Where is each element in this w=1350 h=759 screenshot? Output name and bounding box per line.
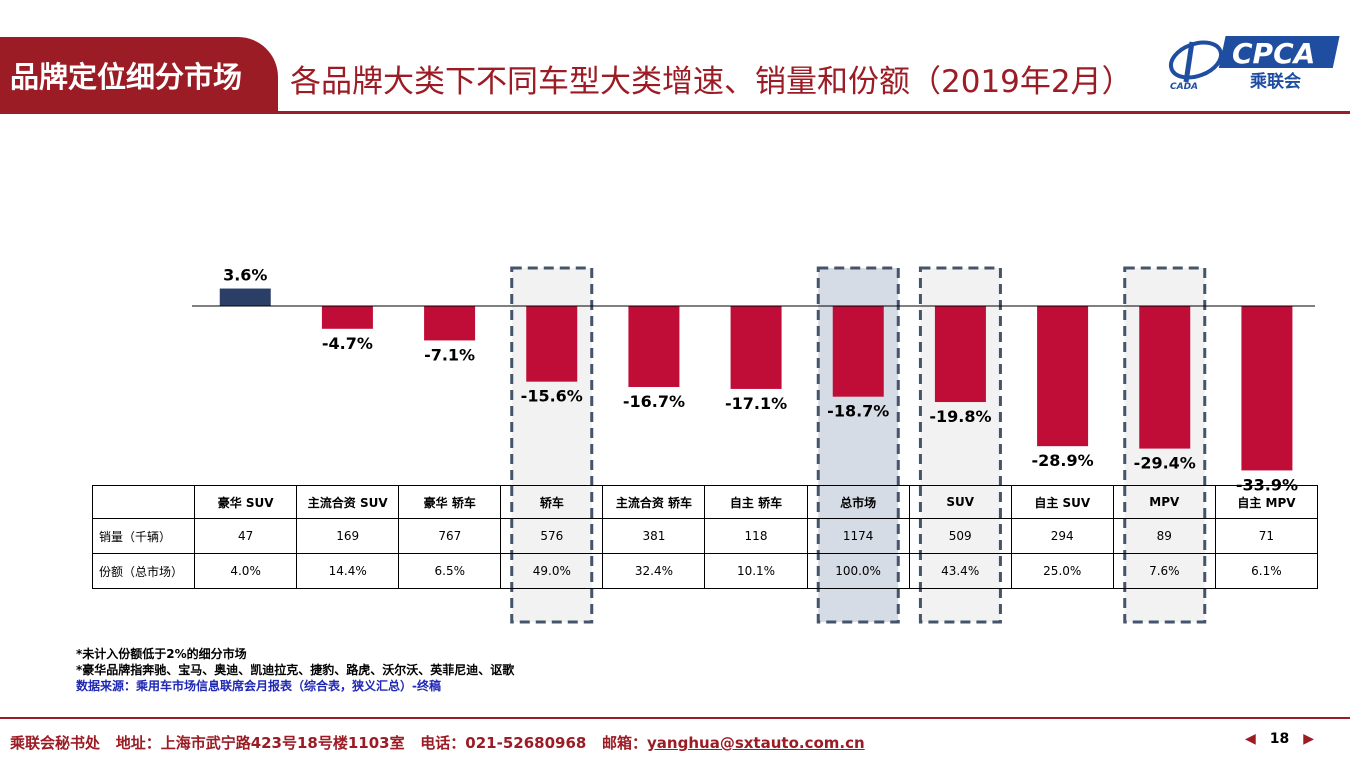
row-header: 销量（千辆）	[91, 518, 196, 554]
bar-value-label: -28.9%	[1032, 451, 1094, 470]
footer-address: 地址：上海市武宁路423号18号楼1103室	[115, 734, 405, 752]
table-header-row: 豪华 SUV 主流合资 SUV 豪华 轿车 轿车 主流合资 轿车 自主 轿车 总…	[91, 485, 1319, 519]
bar-value-label: -15.6%	[521, 387, 583, 406]
table-header-cell: 豪华 SUV	[194, 485, 298, 519]
section-tab-label: 品牌定位细分市场	[10, 60, 243, 94]
table-cell: 71	[1214, 518, 1319, 554]
prev-page-icon[interactable]: ◀	[1244, 731, 1256, 747]
logo-subtext: 乘联会	[1249, 71, 1301, 92]
table-header-cell: 主流合资 SUV	[296, 485, 400, 519]
bar-value-label: 3.6%	[223, 266, 267, 285]
bar-value-label: -7.1%	[424, 345, 475, 364]
table-cell: 1174	[806, 518, 910, 554]
table-cell: 294	[1010, 518, 1114, 554]
cpca-box	[1218, 36, 1340, 68]
table-cell: 10.1%	[704, 553, 808, 589]
table-cell: 100.0%	[806, 553, 910, 589]
footnote-1: *未计入份额低于2%的细分市场	[76, 647, 247, 661]
bar	[526, 306, 578, 382]
page-title: 各品牌大类下不同车型大类增速、销量和份额（2019年2月）	[290, 64, 1133, 100]
pager: ◀ 18 ▶	[1245, 731, 1314, 747]
bar-value-label: -18.7%	[827, 402, 889, 421]
table-cell: 14.4%	[296, 553, 400, 589]
data-table: 豪华 SUV 主流合资 SUV 豪华 轿车 轿车 主流合资 轿车 自主 轿车 总…	[91, 485, 1319, 589]
bar	[1037, 306, 1089, 447]
table-header-cell: SUV	[908, 485, 1012, 519]
bar-value-label: -19.8%	[929, 407, 991, 426]
footnote-2: *豪华品牌指奔驰、宝马、奥迪、凯迪拉克、捷豹、路虎、沃尔沃、英菲尼迪、讴歌	[76, 663, 515, 677]
section-tab: 品牌定位细分市场	[0, 37, 278, 113]
cada-emblem: CADA	[1168, 40, 1224, 92]
table-cell: 25.0%	[1010, 553, 1114, 589]
page-number: 18	[1269, 731, 1290, 747]
table-cell: 43.4%	[908, 553, 1012, 589]
bar	[321, 306, 373, 329]
table-cell: 169	[296, 518, 400, 554]
table-cell: 576	[500, 518, 604, 554]
table-header-cell: 自主 MPV	[1214, 485, 1319, 519]
bar-value-label: -16.7%	[623, 392, 685, 411]
footnotes: *未计入份额低于2%的细分市场 *豪华品牌指奔驰、宝马、奥迪、凯迪拉克、捷豹、路…	[76, 646, 514, 694]
bar-value-label: -4.7%	[322, 334, 373, 353]
bar-value-label: -17.1%	[725, 394, 787, 413]
table-row-sales: 销量（千辆） 47 169 767 576 381 118 1174 509 2…	[91, 518, 1319, 554]
bar	[934, 306, 986, 403]
bar	[1241, 306, 1293, 471]
cpca-logo: CADA CPCA 乘联会	[1168, 36, 1340, 92]
table-cell: 118	[704, 518, 808, 554]
table-cell: 6.1%	[1214, 553, 1319, 589]
bar	[628, 306, 680, 387]
footer-contact: 乘联会秘书处 地址：上海市武宁路423号18号楼1103室 电话：021-526…	[10, 732, 865, 753]
table-cell: 89	[1112, 518, 1216, 554]
table-cell: 767	[398, 518, 502, 554]
footer-email-link[interactable]: yanghua@sxtauto.com.cn	[647, 734, 865, 752]
table-cell: 49.0%	[500, 553, 604, 589]
bar	[832, 306, 884, 397]
table-cell: 4.0%	[194, 553, 298, 589]
table-header-cell: 轿车	[500, 485, 604, 519]
footer-org: 乘联会秘书处	[10, 734, 101, 752]
table-cell: 7.6%	[1112, 553, 1216, 589]
table-header-cell: 主流合资 轿车	[602, 485, 706, 519]
table-cell: 47	[194, 518, 298, 554]
bar	[1139, 306, 1191, 449]
footer-divider	[0, 717, 1350, 719]
logo-text: CPCA	[1232, 37, 1315, 70]
table-cell: 6.5%	[398, 553, 502, 589]
table-cell: 381	[602, 518, 706, 554]
bar	[219, 288, 271, 306]
bar-value-label: -29.4%	[1134, 454, 1196, 473]
table-header-cell: MPV	[1112, 485, 1216, 519]
header-divider	[0, 111, 1350, 114]
data-source: 数据来源：乘用车市场信息联席会月报表（综合表，狭义汇总）-终稿	[76, 679, 441, 693]
footer-email-label: 邮箱：	[602, 734, 648, 752]
bar	[730, 306, 782, 389]
table-header-cell: 自主 SUV	[1010, 485, 1114, 519]
next-page-icon[interactable]: ▶	[1303, 731, 1314, 747]
table-cell: 32.4%	[602, 553, 706, 589]
table-header-cell: 总市场	[806, 485, 910, 519]
table-header-cell	[91, 485, 196, 519]
footer-phone: 电话：021-52680968	[420, 734, 587, 752]
bar	[424, 306, 476, 341]
table-header-cell: 自主 轿车	[704, 485, 808, 519]
table-header-cell: 豪华 轿车	[398, 485, 502, 519]
bar-layer: 3.6% -4.7% -7.1% -15.6% -16.7% -17.1% -18.7% -1…	[219, 266, 1298, 494]
row-header: 份额（总市场）	[91, 553, 196, 589]
logo-small-text: CADA	[1170, 82, 1198, 92]
table-cell: 509	[908, 518, 1012, 554]
table-row-share: 份额（总市场） 4.0% 14.4% 6.5% 49.0% 32.4% 10.1…	[91, 553, 1319, 589]
